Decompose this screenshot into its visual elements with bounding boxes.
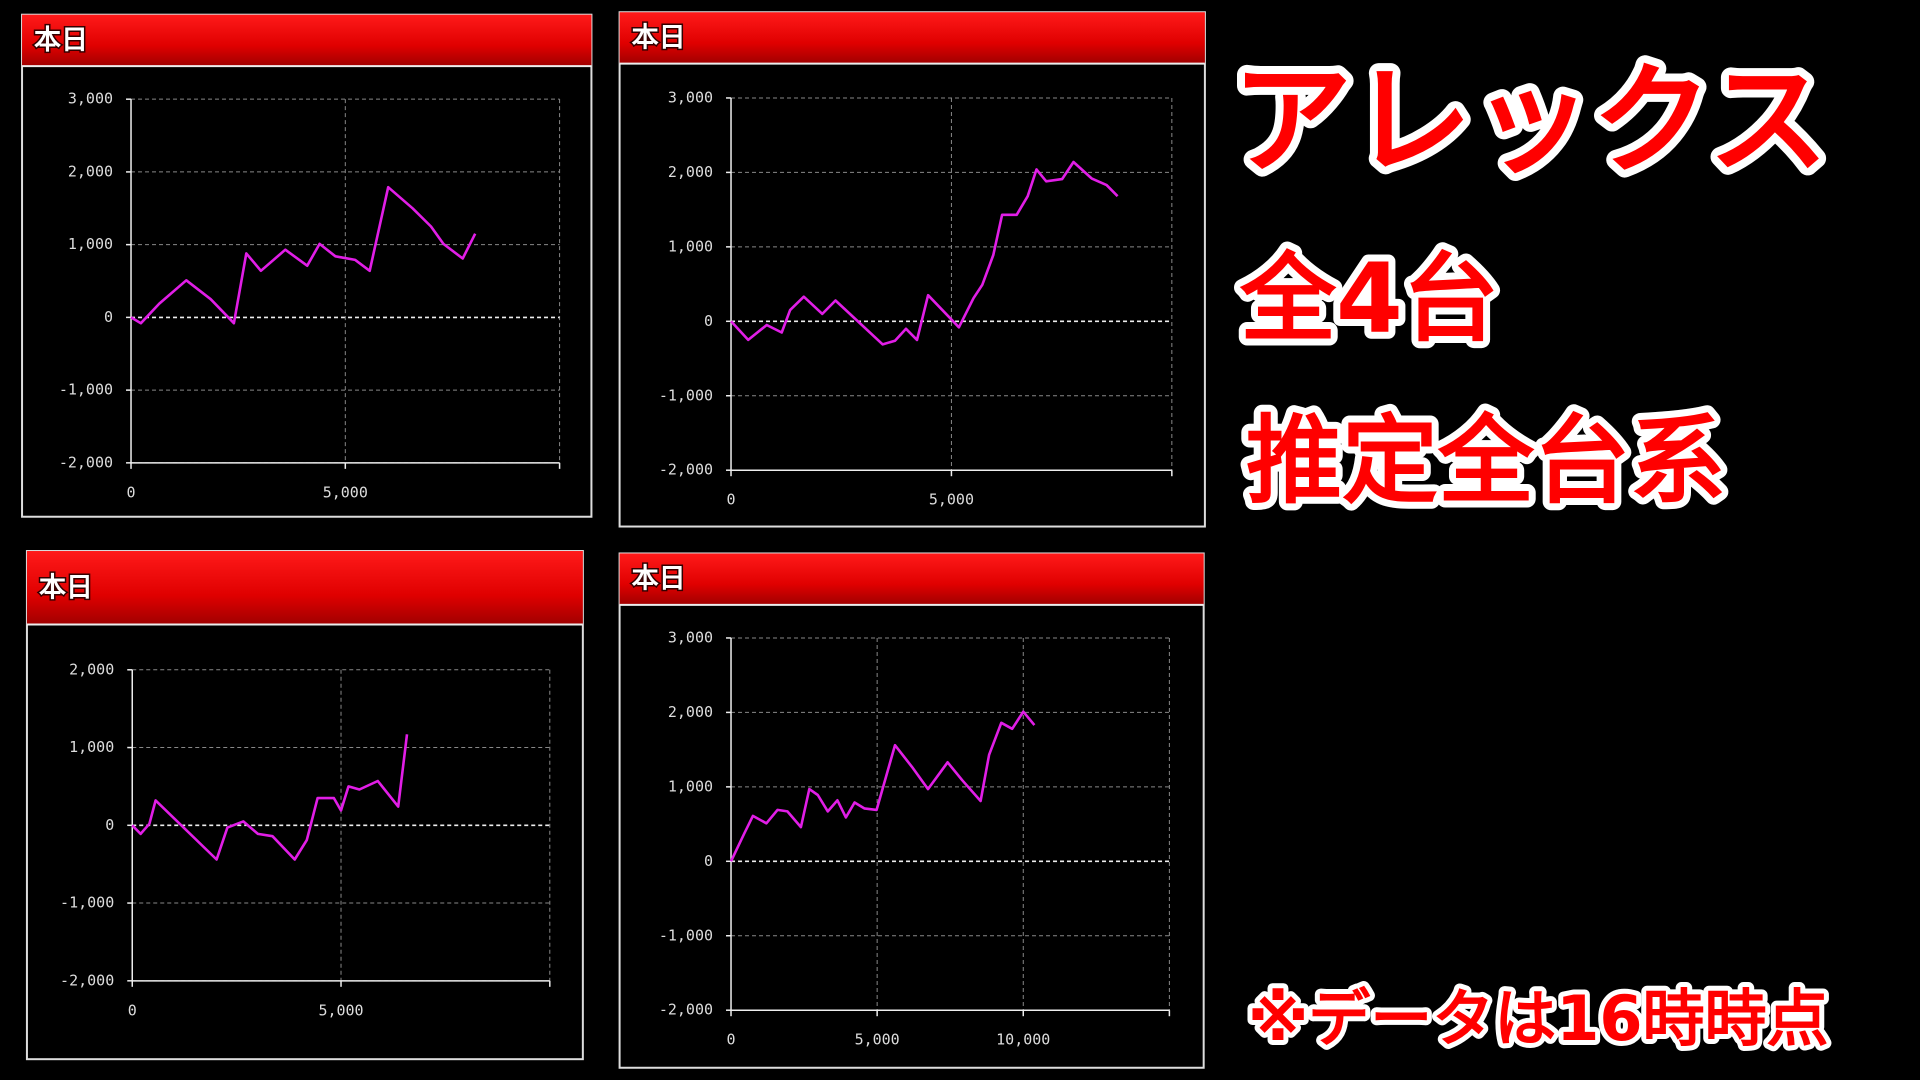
y-tick-label: 1,000 (668, 237, 713, 255)
y-tick-label: -1,000 (60, 894, 114, 912)
panel-title: 本日 (632, 564, 686, 595)
x-tick-label: 5,000 (855, 1031, 900, 1049)
y-tick-label: 0 (104, 308, 113, 326)
y-tick-label: -2,000 (60, 971, 114, 989)
y-tick-label: 3,000 (68, 90, 113, 108)
x-tick-label: 0 (727, 491, 736, 509)
y-tick-label: 1,000 (68, 235, 113, 253)
x-tick-label: 5,000 (929, 491, 974, 509)
y-tick-label: 1,000 (69, 738, 114, 756)
machine-count: 全4台 (1239, 243, 1499, 355)
panel-frame (618, 11, 1206, 528)
chart-panel: 本日 -2,000 -1,000 0 1,000 2,000 3,000 0 5,000 10,0… (618, 552, 1205, 1069)
y-tick-label: 2,000 (69, 660, 114, 678)
y-tick-label: 2,000 (668, 703, 713, 721)
y-tick-label: -1,000 (659, 926, 713, 944)
y-tick-label: 1,000 (668, 777, 713, 795)
panel-title: 本日 (34, 25, 88, 56)
y-tick-label: 0 (704, 852, 713, 870)
y-tick-label: -2,000 (659, 461, 713, 479)
y-tick-label: -1,000 (59, 381, 113, 399)
headline: アレックス (1232, 52, 1828, 191)
y-tick-label: 0 (105, 816, 114, 834)
panel-header (22, 14, 592, 67)
chart-panel: 本日 -2,000 -1,000 0 1,000 2,000 0 5,000 (25, 550, 584, 1061)
y-tick-label: -2,000 (659, 1001, 713, 1019)
panel-header (619, 12, 1205, 64)
data-line (730, 160, 1119, 346)
x-tick-label: 0 (727, 1031, 736, 1049)
chart-panel: 本日 -2,000 -1,000 0 1,000 2,000 3,000 0 5,000 (618, 11, 1206, 528)
y-tick-label: 3,000 (668, 628, 713, 646)
panel-title: 本日 (632, 22, 686, 53)
panel-frame (25, 550, 584, 1061)
y-tick-label: 2,000 (68, 162, 113, 180)
y-tick-label: 3,000 (668, 88, 713, 106)
y-tick-label: 2,000 (668, 163, 713, 181)
chart-panel: 本日 -2,000 -1,000 0 1,000 2,000 3,000 0 5,000 (21, 13, 593, 518)
y-tick-label: 0 (704, 312, 713, 330)
x-tick-label: 0 (128, 1001, 137, 1019)
panel-title: 本日 (39, 572, 93, 603)
data-line (729, 710, 1036, 862)
x-tick-label: 10,000 (996, 1031, 1050, 1049)
x-tick-label: 0 (127, 483, 136, 501)
panel-frame (618, 552, 1205, 1069)
data-line (130, 185, 477, 325)
y-tick-label: -1,000 (659, 386, 713, 404)
footnote: ※データは16時時点 (1248, 982, 1829, 1055)
y-tick-label: -2,000 (59, 453, 113, 471)
x-tick-label: 5,000 (323, 483, 368, 501)
x-tick-label: 5,000 (318, 1001, 363, 1019)
panel-header (619, 553, 1204, 605)
panel-header (26, 551, 583, 625)
estimate-note: 推定全台系 (1246, 405, 1726, 517)
data-line (131, 734, 409, 861)
